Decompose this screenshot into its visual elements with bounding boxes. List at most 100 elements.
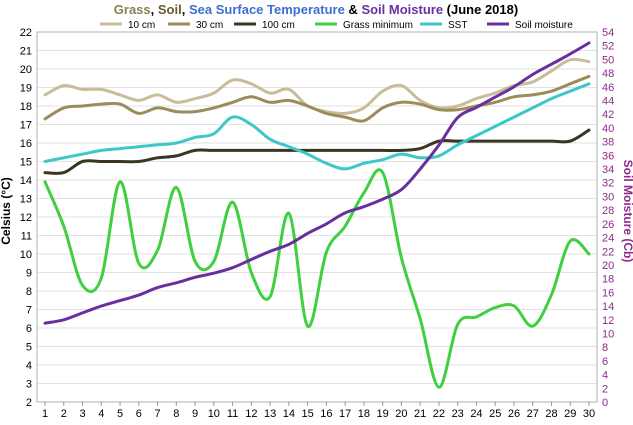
- left-tick-label: 20: [20, 64, 32, 76]
- right-tick-label: 54: [602, 27, 614, 39]
- left-tick-label: 12: [20, 212, 32, 224]
- left-tick-label: 22: [20, 27, 32, 39]
- right-tick-label: 22: [602, 246, 614, 258]
- series-line-30-cm: [43, 74, 591, 123]
- right-tick-label: 42: [602, 109, 614, 121]
- legend-label-grass-minimum: Grass minimum: [343, 20, 413, 31]
- x-tick-label: 20: [395, 408, 407, 420]
- right-tick-label: 0: [602, 397, 608, 409]
- series-line-soil-moisture: [43, 41, 591, 325]
- title-part-2: Soil: [158, 2, 182, 17]
- right-tick-label: 30: [602, 191, 614, 203]
- right-tick-label: 34: [602, 164, 614, 176]
- title-part-4: Sea Surface Temperature: [189, 2, 345, 17]
- x-tick-label: 1: [42, 408, 48, 420]
- x-tick-label: 24: [470, 408, 482, 420]
- right-tick-label: 14: [602, 301, 614, 313]
- left-axis: 2 3 4 5 6 7 8 9 10 11 12 13 14 15 16 17 18 19 20 21 22: [20, 27, 32, 409]
- left-tick-label: 10: [20, 249, 32, 261]
- right-tick-label: 6: [602, 356, 608, 368]
- x-tick-label: 22: [433, 408, 445, 420]
- x-tick-label: 25: [489, 408, 501, 420]
- left-tick-label: 6: [26, 323, 32, 335]
- right-tick-label: 2: [602, 383, 608, 395]
- x-tick-label: 21: [414, 408, 426, 420]
- x-tick-label: 26: [508, 408, 520, 420]
- left-tick-label: 21: [20, 46, 32, 58]
- x-tick-label: 28: [545, 408, 557, 420]
- right-tick-label: 8: [602, 342, 608, 354]
- left-tick-label: 2: [26, 397, 32, 409]
- left-tick-label: 19: [20, 83, 32, 95]
- series-layer: [43, 41, 591, 389]
- right-tick-label: 18: [602, 274, 614, 286]
- legend-label-soil-moisture: Soil moisture: [515, 20, 573, 31]
- title-part-6: Soil Moisture: [361, 2, 443, 17]
- x-tick-label: 9: [192, 408, 198, 420]
- right-tick-label: 26: [602, 219, 614, 231]
- left-tick-label: 3: [26, 379, 32, 391]
- right-tick-label: 4: [602, 370, 608, 382]
- series-line-sst: [43, 82, 591, 171]
- y-axis-label-right: Soil Moisture (Cb): [621, 160, 633, 263]
- right-tick-label: 50: [602, 54, 614, 66]
- left-tick-label: 8: [26, 286, 32, 298]
- title-part-0: Grass: [114, 2, 151, 17]
- right-tick-label: 40: [602, 123, 614, 135]
- x-tick-label: 10: [208, 408, 220, 420]
- x-tick-label: 14: [283, 408, 295, 420]
- right-tick-label: 46: [602, 82, 614, 94]
- legend-label-100-cm: 100 cm: [262, 20, 295, 31]
- left-tick-label: 5: [26, 342, 32, 354]
- right-tick-label: 28: [602, 205, 614, 217]
- series-line-10-cm: [43, 57, 591, 116]
- right-tick-label: 10: [602, 328, 614, 340]
- left-tick-label: 11: [21, 231, 32, 243]
- x-axis: 1 2 3 4 5 6 7 8 9 10 11 12 13 14 15 16 17 18 19 20 21 22 23 24 2…: [42, 402, 595, 420]
- legend-label-10-cm: 10 cm: [128, 20, 155, 31]
- x-tick-label: 27: [527, 408, 539, 420]
- x-tick-label: 23: [452, 408, 464, 420]
- x-tick-label: 17: [339, 408, 351, 420]
- x-tick-label: 2: [61, 408, 67, 420]
- y-axis-label-left: Celsius (°C): [0, 177, 13, 244]
- left-tick-label: 18: [20, 101, 32, 113]
- right-tick-label: 48: [602, 68, 614, 80]
- chart-title: Grass, Soil, Sea Surface Temperature & S…: [114, 2, 518, 17]
- right-tick-label: 16: [602, 287, 614, 299]
- x-tick-label: 8: [173, 408, 179, 420]
- x-tick-label: 18: [358, 408, 370, 420]
- x-tick-label: 7: [154, 408, 160, 420]
- right-axis: 0246810121416182022242628303234363840424…: [602, 27, 614, 409]
- legend: 10 cm 30 cm 100 cm Grass minimum SST Soil moi…: [100, 20, 573, 31]
- legend-label-sst: SST: [448, 20, 467, 31]
- left-tick-label: 17: [20, 120, 32, 132]
- title-part-5: &: [345, 2, 362, 17]
- plot-area: [36, 31, 598, 403]
- right-tick-label: 44: [602, 96, 614, 108]
- x-tick-label: 15: [301, 408, 313, 420]
- left-tick-label: 9: [26, 268, 32, 280]
- x-tick-label: 5: [117, 408, 123, 420]
- title-part-7: (June 2018): [443, 2, 518, 17]
- x-tick-label: 30: [583, 408, 595, 420]
- x-tick-label: 29: [564, 408, 576, 420]
- x-tick-label: 11: [227, 408, 238, 420]
- x-tick-label: 4: [98, 408, 104, 420]
- left-tick-label: 13: [20, 194, 32, 206]
- left-tick-label: 16: [20, 138, 32, 150]
- x-tick-label: 6: [136, 408, 142, 420]
- left-tick-label: 15: [20, 157, 32, 169]
- title-part-1: ,: [151, 2, 158, 17]
- x-tick-label: 19: [377, 408, 389, 420]
- series-line-100-cm: [43, 128, 591, 175]
- right-tick-label: 20: [602, 260, 614, 272]
- right-tick-label: 52: [602, 41, 614, 53]
- x-tick-label: 12: [245, 408, 257, 420]
- legend-label-30-cm: 30 cm: [196, 20, 223, 31]
- right-tick-label: 36: [602, 150, 614, 162]
- series-line-grass-minimum: [43, 168, 591, 389]
- left-tick-label: 4: [26, 360, 32, 372]
